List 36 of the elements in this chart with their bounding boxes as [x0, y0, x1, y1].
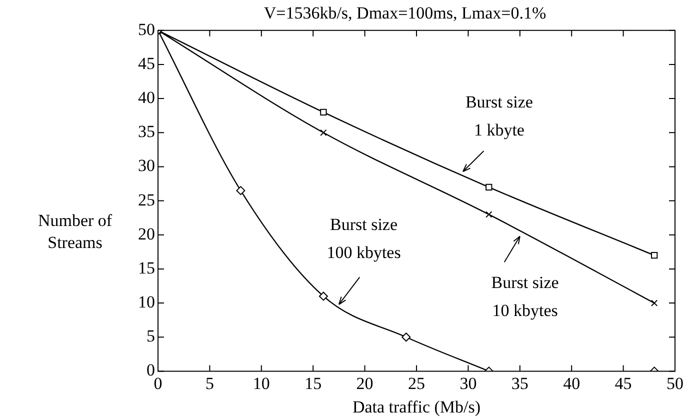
x-tick-label: 25 — [408, 374, 425, 393]
point — [486, 211, 492, 218]
point — [402, 332, 411, 342]
annotation: Burst size 100 kbytes — [326, 215, 401, 262]
y-tick-label: 20 — [138, 224, 155, 244]
chart-title: V=1536kb/s, Dmax=100ms, Lmax=0.1% — [264, 4, 546, 23]
x-tick-label: 20 — [356, 374, 374, 393]
y-tick-label: 50 — [138, 20, 155, 39]
y-tick-label: 0 — [146, 360, 155, 380]
x-tick-label: 35 — [511, 374, 528, 393]
x-tick-label: 10 — [252, 374, 270, 393]
x-tick-label: 45 — [614, 374, 632, 393]
x-tick-label: 5 — [205, 374, 214, 393]
y-tick-label: 15 — [138, 258, 155, 278]
y-tick-label: 25 — [138, 190, 155, 210]
x-tick-label: 40 — [563, 374, 580, 393]
x-tick-label: 50 — [666, 374, 684, 393]
annotation: Burst size 10 kbytes — [491, 273, 559, 320]
y-tick-label: 5 — [146, 326, 155, 346]
point — [650, 300, 658, 306]
y-tick-label: 10 — [138, 292, 155, 312]
point — [320, 129, 327, 136]
point — [650, 252, 658, 259]
x-tick-label: 15 — [304, 374, 322, 393]
y-tick-label: 45 — [138, 54, 155, 73]
annotation: Burst size 1 kbyte — [465, 92, 533, 140]
point — [318, 292, 328, 301]
point — [486, 184, 492, 190]
x-axis-title: Data traffic (Mb/s) — [352, 397, 481, 416]
y-tick-label: 30 — [138, 156, 155, 176]
y-tick-label: 35 — [138, 122, 155, 142]
y-axis-title: Number of Streams — [36, 210, 114, 254]
y-tick-label: 40 — [138, 88, 155, 108]
point — [236, 186, 246, 196]
x-tick-label: 30 — [460, 374, 477, 393]
point — [320, 108, 327, 116]
